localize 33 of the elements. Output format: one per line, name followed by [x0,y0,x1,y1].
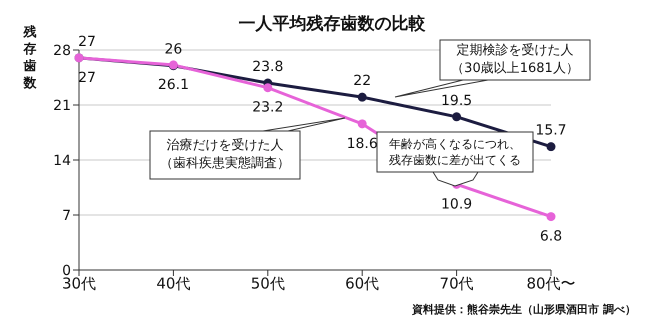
x-tick-label: 50代 [250,274,285,293]
point [358,92,367,102]
point [452,112,462,122]
data-label: 27 [78,34,96,50]
data-label: 26 [164,42,182,58]
y-tick-label: 7 [62,208,71,224]
data-label: 6.8 [540,228,562,245]
data-label: 19.5 [441,92,472,109]
point [546,142,556,152]
point [263,83,272,92]
x-tick-label: 70代 [440,274,474,293]
data-label: 23.8 [252,59,284,75]
point [546,212,556,222]
data-label: 22 [353,73,372,90]
x-tick-label: 40代 [156,274,190,293]
y-tick-label: 14 [53,152,72,169]
data-label: 18.6 [346,136,378,152]
point [358,119,367,128]
chart-title: 一人平均残存歯数の比較 [238,14,426,34]
data-label: 10.9 [441,196,472,212]
data-label: 15.7 [535,122,567,139]
y-axis-title: 残存歯数 [22,24,38,92]
x-tick-label: 60代 [345,274,380,293]
x-tick-label: 80代〜 [526,274,576,293]
y-tick-label: 21 [53,98,71,114]
data-label: 26.1 [158,76,189,93]
text: 定期検診を受けた人（30歳以上1681人） [451,42,579,78]
annotation: 年齢が高くなるにつれ、残存歯数に差が出てくる [389,136,521,168]
y-tick-label: 28 [53,42,71,59]
text: 治療だけを受けた人（歯科疾患実態調査） [160,137,290,173]
x-tick-label: 30代 [62,274,96,293]
data-label: 23.2 [252,100,284,116]
text: 資料提供：熊谷崇先生（山形県酒田市 調べ） [412,302,636,317]
